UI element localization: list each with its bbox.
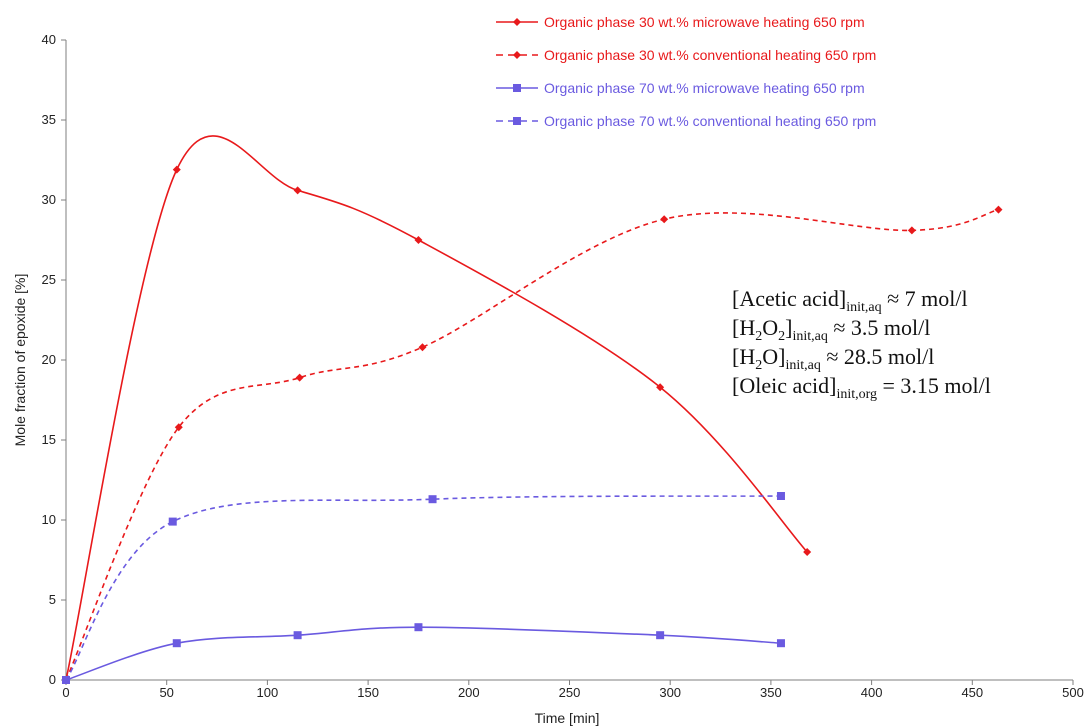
x-tick-label: 50: [159, 685, 173, 700]
series-2: [62, 205, 1003, 684]
data-point: [414, 623, 423, 632]
y-axis-title: Mole fraction of epoxide [%]: [12, 274, 28, 447]
data-point: [414, 236, 423, 244]
legend-marker: [513, 18, 521, 26]
series-line-3: [65, 626, 782, 681]
reaction-conditions: [Acetic acid]init,aq ≈ 7 mol/l [H2O2]ini…: [732, 284, 991, 402]
legend-marker: [513, 84, 521, 92]
series-line-2: [65, 208, 999, 681]
legend-label: Organic phase 70 wt.% conventional heati…: [544, 113, 876, 129]
series-layer: [62, 135, 1003, 684]
data-point: [994, 205, 1003, 214]
x-tick-label: 450: [961, 685, 983, 700]
condition-h2o: [H2O]init,aq ≈ 28.5 mol/l: [732, 344, 935, 373]
data-point: [174, 423, 183, 432]
series-line-1: [65, 135, 808, 681]
y-tick-label: 30: [42, 192, 56, 207]
legend-label: Organic phase 30 wt.% conventional heati…: [544, 47, 876, 63]
y-tick-label: 20: [42, 352, 56, 367]
axes: [61, 39, 1074, 685]
condition-oleic-acid: [Oleic acid]init,org = 3.15 mol/l: [732, 373, 991, 402]
y-tick-label: 35: [42, 112, 56, 127]
legend-label: Organic phase 30 wt.% microwave heating …: [544, 14, 865, 30]
x-tick-label: 100: [257, 685, 279, 700]
legend-item-3: Organic phase 70 wt.% microwave heating …: [496, 80, 865, 96]
legend-item-2: Organic phase 30 wt.% conventional heati…: [496, 47, 876, 63]
y-tick-label: 5: [49, 592, 56, 607]
data-point: [803, 548, 812, 556]
x-tick-label: 400: [861, 685, 883, 700]
x-tick-label: 200: [458, 685, 480, 700]
series-3: [62, 623, 785, 684]
data-point: [168, 517, 177, 526]
series-1: [62, 135, 812, 684]
data-point: [428, 495, 437, 504]
legend-label: Organic phase 70 wt.% microwave heating …: [544, 80, 865, 96]
data-point: [418, 343, 427, 352]
data-point: [172, 165, 181, 174]
x-tick-label: 350: [760, 685, 782, 700]
x-tick-label: 0: [62, 685, 69, 700]
legend-marker: [513, 51, 521, 59]
series-4: [62, 492, 785, 684]
data-point: [656, 631, 665, 640]
x-tick-label: 500: [1062, 685, 1084, 700]
y-tick-label: 10: [42, 512, 56, 527]
series-line-4: [65, 495, 781, 681]
legend-marker: [513, 117, 521, 125]
x-tick-label: 300: [659, 685, 681, 700]
y-tick-label: 40: [42, 32, 56, 47]
legend: Organic phase 30 wt.% microwave heating …: [496, 14, 876, 129]
data-point: [295, 373, 304, 382]
x-tick-label: 150: [357, 685, 379, 700]
data-point: [172, 639, 181, 648]
data-point: [907, 226, 916, 235]
data-point: [776, 492, 785, 500]
x-axis-title: Time [min]: [535, 710, 600, 726]
data-point: [656, 383, 665, 392]
data-point: [62, 676, 70, 684]
y-tick-label: 0: [49, 672, 56, 687]
data-point: [293, 186, 302, 195]
y-tick-label: 25: [42, 272, 56, 287]
legend-item-1: Organic phase 30 wt.% microwave heating …: [496, 14, 865, 30]
x-tick-label: 250: [559, 685, 581, 700]
legend-item-4: Organic phase 70 wt.% conventional heati…: [496, 113, 876, 129]
data-point: [660, 215, 669, 224]
y-tick-label: 15: [42, 432, 56, 447]
condition-acetic-acid: [Acetic acid]init,aq ≈ 7 mol/l: [732, 286, 968, 315]
data-point: [776, 639, 785, 648]
condition-h2o2: [H2O2]init,aq ≈ 3.5 mol/l: [732, 315, 931, 344]
data-point: [293, 631, 302, 640]
tick-labels: 0 50 100 150 200 250 300 350 400 450 500 0 5 10 15 20 25…: [42, 32, 1084, 700]
